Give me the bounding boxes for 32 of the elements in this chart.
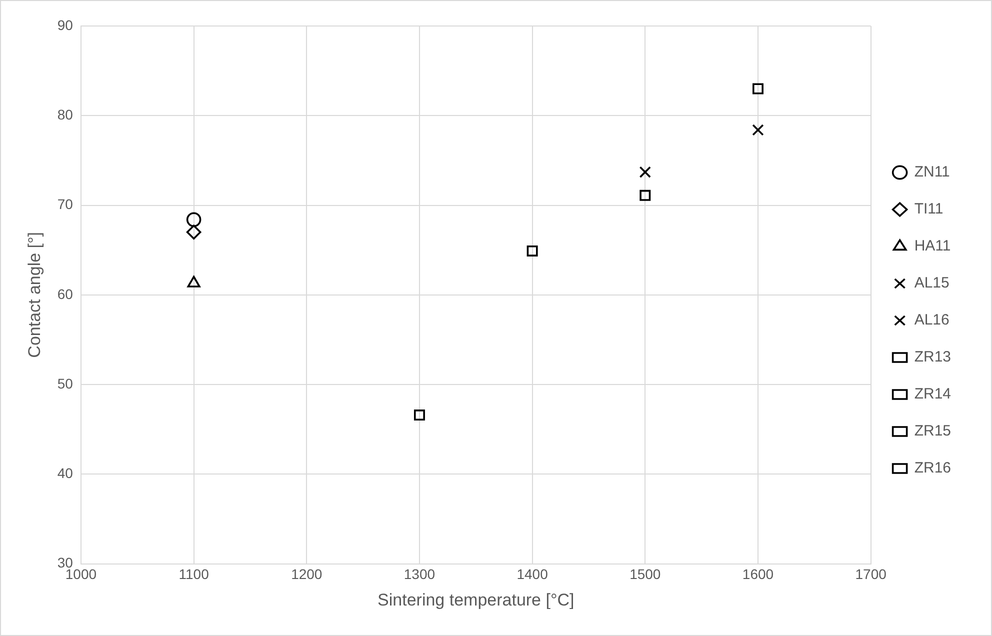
x-tick-label: 1300 (404, 566, 436, 582)
legend-label: TI11 (914, 200, 944, 218)
x-tick-label: 1200 (291, 566, 322, 582)
x-tick-label: 1100 (178, 566, 210, 582)
y-tick-label: 70 (57, 196, 74, 212)
point (640, 190, 651, 201)
legend-label: ZR14 (914, 386, 952, 403)
point (639, 166, 651, 178)
point (526, 245, 538, 256)
x-tick-label: 1600 (742, 566, 774, 582)
x-tick-label: 1400 (516, 566, 548, 582)
legend-label: AL15 (914, 274, 950, 292)
legend-label: AL16 (914, 312, 950, 329)
point (414, 410, 425, 421)
y-tick-label: 40 (57, 465, 74, 482)
legend-label: ZN11 (914, 164, 950, 181)
x-tick-label: 1700 (855, 566, 887, 582)
y-tick-label: 90 (57, 16, 74, 33)
point (186, 212, 202, 228)
legend-label: ZR16 (914, 460, 952, 477)
point (752, 124, 764, 136)
point (186, 224, 202, 240)
x-axis-title: Sintering temperature [°C] (378, 590, 574, 610)
y-tick-label: 60 (57, 286, 74, 302)
y-tick-label: 50 (57, 375, 74, 392)
point (752, 83, 764, 94)
legend-label: HA11 (914, 238, 951, 255)
legend-label: ZR13 (914, 348, 952, 366)
x-tick-label: 1500 (630, 566, 661, 582)
y-axis-title: Contact angle [°] (24, 232, 44, 358)
y-tick-label: 80 (57, 106, 74, 122)
legend-label: ZR15 (914, 422, 952, 440)
